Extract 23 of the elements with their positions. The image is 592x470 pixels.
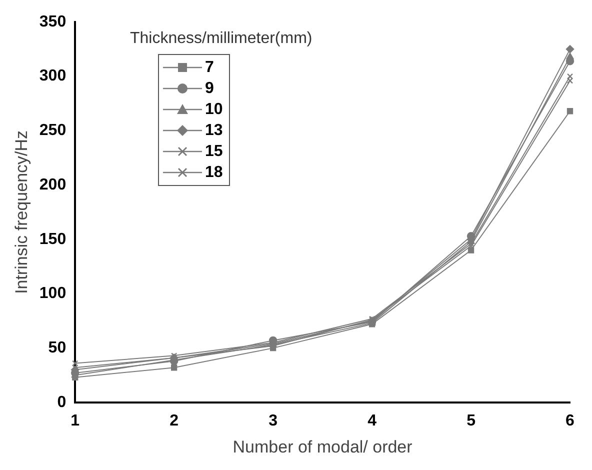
x-axis-title: Number of modal/ order xyxy=(232,437,413,456)
x-tick-label: 4 xyxy=(368,412,377,430)
y-tick-label: 100 xyxy=(39,285,66,302)
x-tick-label: 2 xyxy=(170,412,179,430)
y-tick-label: 0 xyxy=(57,394,66,411)
legend-title: Thickness/millimeter(mm) xyxy=(130,30,312,48)
legend-label: 15 xyxy=(205,142,223,160)
legend-label: 7 xyxy=(205,58,214,76)
y-tick-label: 50 xyxy=(48,339,66,356)
x-tick-label: 1 xyxy=(70,412,80,430)
y-tick-label: 300 xyxy=(39,68,66,85)
y-tick-label: 350 xyxy=(39,13,66,30)
y-tick-label: 200 xyxy=(39,176,66,194)
y-axis-title: Intrinsic frequency/Hz xyxy=(12,130,31,294)
y-tick-label: 150 xyxy=(39,230,66,248)
x-tick-label: 6 xyxy=(566,412,575,430)
legend-label: 9 xyxy=(205,80,214,98)
legend-label: 13 xyxy=(205,122,223,140)
x-tick-label: 5 xyxy=(466,412,476,430)
legend-label: 18 xyxy=(205,164,223,182)
legend-label: 10 xyxy=(205,100,223,118)
x-tick-label: 3 xyxy=(268,412,278,430)
y-tick-label: 250 xyxy=(39,122,66,140)
